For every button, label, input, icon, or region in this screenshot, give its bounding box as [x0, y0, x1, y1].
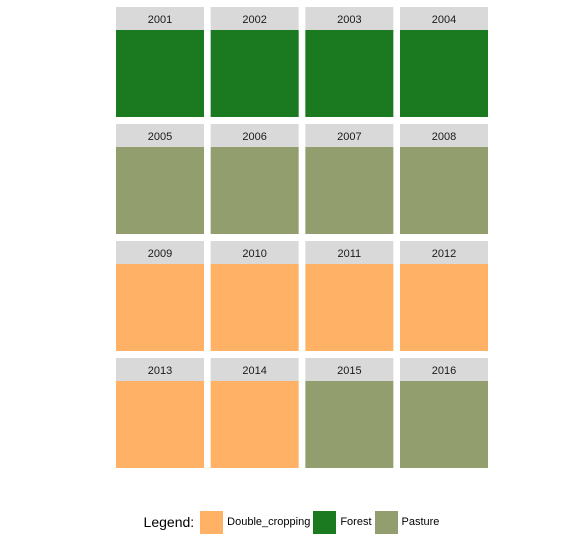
facet-strip-2009	[116, 241, 204, 264]
facet-label-2016: 2016	[432, 365, 456, 377]
facet-label-2002: 2002	[242, 14, 266, 26]
facet-tile-2016	[400, 381, 489, 468]
facet-strip-2005	[116, 124, 204, 147]
legend-item-pasture: Pasture	[374, 510, 440, 534]
legend-key-forest	[313, 510, 337, 534]
facet-tile-2004	[400, 30, 489, 117]
legend-label-double-cropping: Double_cropping	[227, 516, 311, 528]
facet-label-2011: 2011	[338, 248, 362, 260]
facet-tile-2012	[400, 264, 489, 351]
facet-tile-2002	[210, 30, 299, 117]
facet-label-2013: 2013	[148, 365, 172, 377]
legend-item-double-cropping: Double_cropping	[200, 510, 311, 534]
facet-strip-2007	[305, 124, 394, 147]
facet-tile-2010	[210, 264, 299, 351]
legend-label-forest: Forest	[340, 516, 372, 528]
facet-tile-2007	[305, 147, 394, 234]
facet-label-2004: 2004	[432, 14, 456, 26]
facet-label-2007: 2007	[337, 131, 361, 143]
facet-label-2008: 2008	[432, 131, 456, 143]
facet-tile-2011	[305, 264, 394, 351]
facet-strip-2003	[305, 7, 394, 30]
facet-tile-2015	[305, 381, 394, 468]
facet-label-2003: 2003	[337, 14, 361, 26]
facet-strip-2004	[400, 7, 489, 30]
facet-tile-2001	[116, 30, 204, 117]
facet-tile-2006	[210, 147, 299, 234]
legend-title: Legend:	[143, 514, 195, 530]
facet-strip-2012	[400, 241, 489, 264]
facet-tile-2008	[400, 147, 489, 234]
legend-item-forest: Forest	[313, 510, 372, 534]
facet-strip-2006	[210, 124, 299, 147]
facet-tile-2013	[116, 381, 204, 468]
facet-strip-2013	[116, 358, 204, 381]
legend-label-pasture: Pasture	[401, 516, 440, 528]
legend-key-pasture	[374, 510, 398, 534]
facet-strip-2002	[210, 7, 299, 30]
facet-label-2012: 2012	[432, 248, 456, 260]
facet-strip-2011	[305, 241, 394, 264]
facet-tile-2014	[210, 381, 299, 468]
facet-label-2005: 2005	[148, 131, 172, 143]
facet-tile-2003	[305, 30, 394, 117]
facet-strip-2001	[116, 7, 204, 30]
facet-tile-2009	[116, 264, 204, 351]
facet-label-2006: 2006	[242, 131, 266, 143]
facet-label-2010: 2010	[242, 248, 266, 260]
facet-label-2001: 2001	[148, 14, 172, 26]
facet-label-2014: 2014	[242, 365, 266, 377]
facet-strip-2010	[210, 241, 299, 264]
facet-label-2009: 2009	[148, 248, 172, 260]
legend: Legend: Double_cropping Forest Pasture	[0, 510, 586, 534]
facet-tile-2005	[116, 147, 204, 234]
facet-label-2015: 2015	[337, 365, 361, 377]
facet-strip-2015	[305, 358, 394, 381]
facet-strip-2016	[400, 358, 489, 381]
facet-strip-2008	[400, 124, 489, 147]
legend-key-double-cropping	[200, 510, 224, 534]
facet-strip-2014	[210, 358, 299, 381]
